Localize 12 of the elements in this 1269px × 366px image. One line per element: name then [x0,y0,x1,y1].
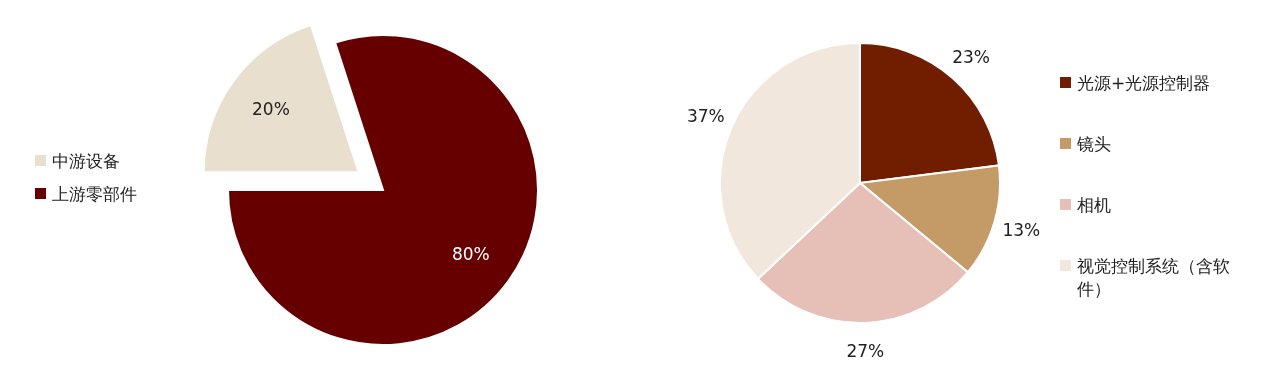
data-label: 37% [686,106,725,127]
legend-label: 上游零部件 [52,183,137,206]
legend-label: 视觉控制系统（含软件） [1077,255,1231,301]
legend-label: 相机 [1077,194,1111,217]
data-label: 20% [252,98,290,119]
data-label: 27% [846,340,885,361]
legend-label: 镜头 [1077,133,1111,156]
data-label: 23% [952,46,990,67]
data-label: 80% [451,243,490,264]
data-label: 13% [1002,219,1041,240]
legend-label: 光源+光源控制器 [1077,72,1211,95]
legend-label: 中游设备 [52,150,120,173]
